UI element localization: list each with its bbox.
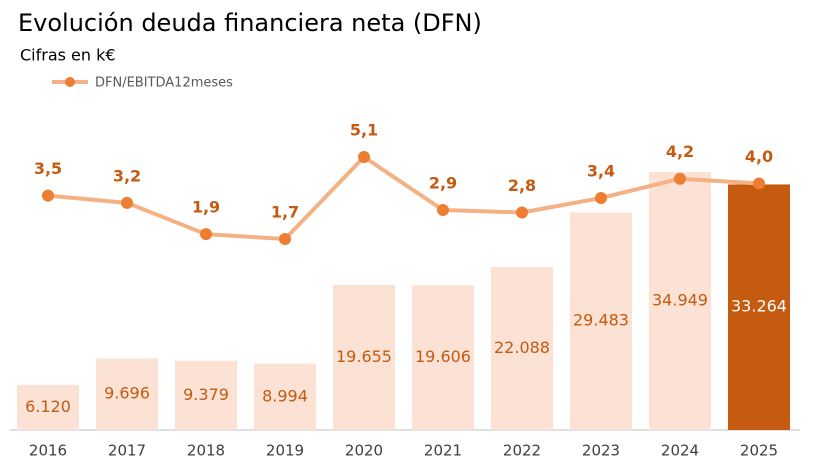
x-tick-label: 2018 <box>187 442 225 460</box>
bar-value-label: 9.696 <box>104 384 150 403</box>
line-marker <box>279 233 291 245</box>
line-value-label: 3,2 <box>113 166 141 185</box>
line-value-label: 2,9 <box>429 174 457 193</box>
chart-subtitle: Cifras en k€ <box>20 46 116 65</box>
x-tick-label: 2021 <box>424 442 462 460</box>
bar <box>17 384 79 430</box>
bar <box>333 284 395 430</box>
line-value-label: 3,4 <box>587 162 615 181</box>
bar-value-label: 22.088 <box>494 338 550 357</box>
line-marker <box>358 151 370 163</box>
line-value-label: 2,8 <box>508 176 536 195</box>
x-tick-label: 2019 <box>266 442 304 460</box>
line-value-label: 5,1 <box>350 121 378 140</box>
line-marker <box>121 196 133 209</box>
bar-value-label: 33.264 <box>731 297 787 316</box>
chart-title: Evolución deuda financiera neta (DFN) <box>18 9 482 37</box>
line-marker <box>42 189 54 202</box>
x-tick-label: 2024 <box>661 442 699 460</box>
bar <box>412 285 474 430</box>
bar <box>175 360 237 430</box>
bar-value-label: 6.120 <box>25 397 71 416</box>
line-marker <box>200 228 212 241</box>
x-tick-label: 2022 <box>503 442 541 460</box>
line-value-label: 1,7 <box>271 203 299 222</box>
line-value-label: 1,9 <box>192 198 220 217</box>
bar <box>649 172 711 430</box>
line-marker <box>437 204 449 217</box>
bar-value-label: 8.994 <box>262 386 308 405</box>
line-marker <box>753 177 765 190</box>
line-value-label: 4,2 <box>666 142 694 161</box>
line-value-label: 3,5 <box>34 159 62 178</box>
line-marker <box>595 192 607 204</box>
x-tick-label: 2016 <box>29 442 67 460</box>
line-value-label: 4,0 <box>745 147 773 166</box>
legend-label: DFN/EBITDA12meses <box>95 76 233 91</box>
bar <box>96 358 158 430</box>
bar <box>570 212 632 430</box>
line-marker <box>674 172 686 185</box>
x-tick-label: 2020 <box>345 442 383 460</box>
bar-value-label: 29.483 <box>573 311 629 330</box>
bar-value-label: 19.606 <box>415 347 471 366</box>
x-tick-label: 2017 <box>108 442 146 460</box>
line <box>47 155 760 241</box>
bar-value-label: 34.949 <box>652 291 708 310</box>
x-tick-label: 2025 <box>740 442 778 460</box>
x-tick-label: 2023 <box>582 442 620 460</box>
bar-value-label: 19.655 <box>336 347 392 366</box>
bar <box>254 363 316 430</box>
legend-marker <box>65 77 75 87</box>
bar-value-label: 9.379 <box>183 385 229 404</box>
line-marker <box>516 206 528 219</box>
bar <box>491 266 553 430</box>
bar <box>728 184 790 430</box>
